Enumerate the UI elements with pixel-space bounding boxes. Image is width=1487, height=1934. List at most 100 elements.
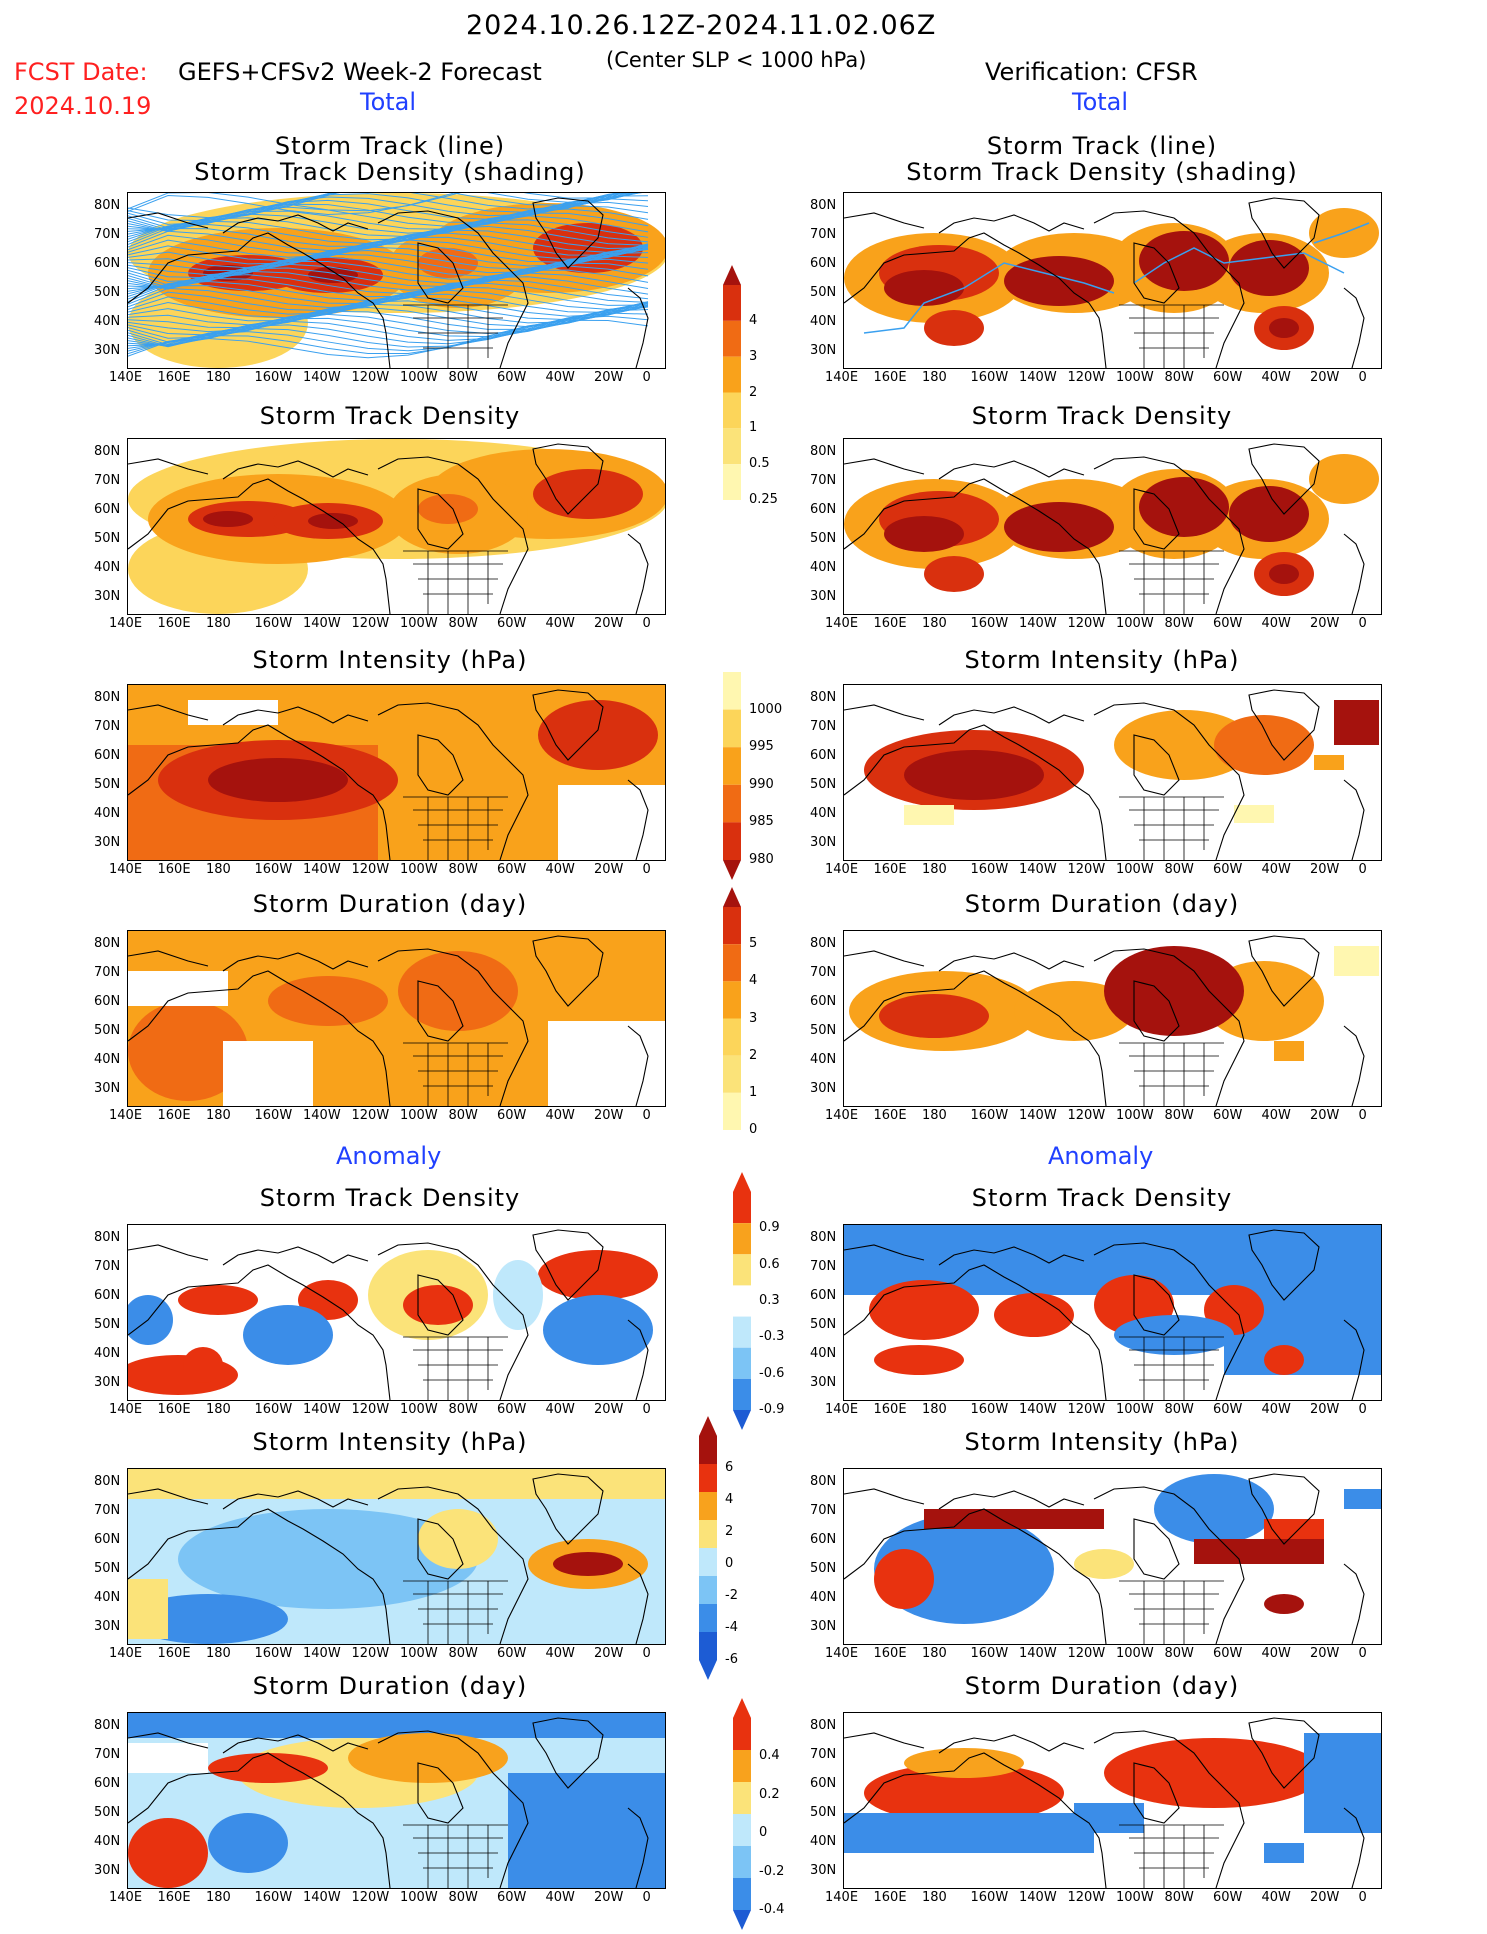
lat-label: 80N bbox=[94, 1718, 121, 1733]
intensity-total-map-right bbox=[843, 684, 1382, 861]
coastline-4 bbox=[532, 197, 604, 269]
shade-darkred bbox=[1004, 256, 1114, 306]
lon-label: 140W bbox=[303, 1646, 341, 1661]
coastline-4 bbox=[1248, 1473, 1320, 1545]
lon-label: 160E bbox=[157, 1890, 191, 1905]
coastline-1 bbox=[222, 1246, 369, 1266]
coastline-2 bbox=[1093, 948, 1245, 1106]
lon-label: 160E bbox=[873, 616, 907, 631]
lon-label: 60W bbox=[497, 370, 527, 385]
forecast-title: GEFS+CFSv2 Week-2 Forecast bbox=[178, 58, 542, 86]
lat-label: 80N bbox=[94, 1474, 121, 1489]
fill-darkred bbox=[904, 750, 1044, 800]
lon-label: 0 bbox=[1358, 370, 1367, 385]
lon-label: 180 bbox=[206, 370, 231, 385]
lat-label: 80N bbox=[94, 444, 121, 459]
storm-track-line bbox=[128, 215, 649, 255]
lat-label: 40N bbox=[810, 1052, 837, 1067]
colorbar-label: 0.3 bbox=[759, 1293, 780, 1308]
anom-red bbox=[208, 1753, 328, 1783]
coastline-5 bbox=[627, 287, 649, 368]
coastline-2 bbox=[377, 210, 529, 368]
fcst-date-value: 2024.10.19 bbox=[14, 92, 152, 120]
fill-orange-4 bbox=[1274, 1041, 1304, 1061]
colorbar-label: 1 bbox=[749, 1084, 758, 1100]
colorbar-segment bbox=[699, 1632, 717, 1660]
section-total-left: Total bbox=[360, 88, 417, 116]
lon-label: 60W bbox=[497, 1402, 527, 1417]
lat-label: 40N bbox=[810, 1834, 837, 1849]
colorbar-segment bbox=[733, 1378, 751, 1410]
state-borders bbox=[403, 1824, 508, 1888]
coastline-6 bbox=[844, 950, 925, 967]
lat-label: 60N bbox=[810, 1776, 837, 1791]
lat-label: 70N bbox=[94, 1259, 121, 1274]
arrow-bottom bbox=[723, 860, 741, 880]
colorbar-segment bbox=[699, 1520, 717, 1548]
lon-label: 0 bbox=[1358, 616, 1367, 631]
coastline-5 bbox=[1343, 1025, 1365, 1106]
title-anom-duration-left: Storm Duration (day) bbox=[252, 1672, 528, 1700]
lon-label: 60W bbox=[497, 1646, 527, 1661]
coastline-1 bbox=[938, 706, 1085, 726]
lat-label: 50N bbox=[810, 1023, 837, 1038]
lon-label: 40W bbox=[1261, 1890, 1291, 1905]
shade-darkred-5 bbox=[1269, 564, 1299, 584]
lat-label: 30N bbox=[94, 835, 121, 850]
lon-label: 100W bbox=[1116, 1402, 1154, 1417]
lat-label: 80N bbox=[810, 1718, 837, 1733]
colorbar-density-total bbox=[721, 265, 751, 524]
state-borders bbox=[1119, 796, 1224, 860]
lon-label: 0 bbox=[642, 1890, 651, 1905]
lon-label: 160E bbox=[873, 862, 907, 877]
lat-label: 70N bbox=[810, 1747, 837, 1762]
coastline-5 bbox=[627, 533, 649, 614]
storm-track-line bbox=[1313, 222, 1370, 244]
density-anom-map-right bbox=[843, 1224, 1382, 1401]
lon-label: 0 bbox=[1358, 1402, 1367, 1417]
lon-label: 140W bbox=[1019, 1402, 1057, 1417]
colorbar-segment bbox=[723, 784, 741, 823]
lon-label: 120W bbox=[1067, 1108, 1106, 1123]
lon-label: 100W bbox=[400, 616, 438, 631]
lon-label: 40W bbox=[545, 1646, 575, 1661]
fill-darkorange bbox=[1214, 715, 1314, 775]
lon-label: 160W bbox=[254, 1890, 293, 1905]
title-track-shading-left: Storm Track Density (shading) bbox=[194, 158, 586, 186]
coastline-0 bbox=[844, 232, 1107, 368]
anom-red-2 bbox=[874, 1549, 934, 1609]
lon-label: 180 bbox=[922, 616, 947, 631]
fill-darkorange-2 bbox=[398, 951, 518, 1031]
density-total-map-left bbox=[127, 438, 666, 615]
coastline-5 bbox=[1343, 533, 1365, 614]
coastline-3 bbox=[1133, 242, 1180, 304]
lon-label: 80W bbox=[448, 862, 478, 877]
coastline-5 bbox=[1343, 1563, 1365, 1644]
lon-label: 120W bbox=[1067, 616, 1106, 631]
coastline-1 bbox=[222, 460, 369, 480]
track-total-map-left bbox=[127, 192, 666, 369]
state-borders bbox=[1119, 304, 1224, 368]
shade-darkred-5 bbox=[1269, 318, 1299, 338]
lon-label: 180 bbox=[206, 616, 231, 631]
colorbar-label: -0.4 bbox=[759, 1902, 785, 1917]
fill-lightyellow bbox=[1334, 946, 1379, 976]
coastline-3 bbox=[417, 734, 464, 796]
colorbar-segment bbox=[733, 1347, 751, 1379]
state-borders bbox=[1119, 1042, 1224, 1106]
anom-darkred-3 bbox=[1264, 1594, 1304, 1614]
section-anomaly-right: Anomaly bbox=[1048, 1142, 1154, 1170]
coastline-2 bbox=[1093, 1730, 1245, 1888]
coastline-2 bbox=[377, 1242, 529, 1400]
colorbar-label: 4 bbox=[749, 973, 758, 989]
anom-red-6 bbox=[874, 1345, 964, 1375]
lon-label: 100W bbox=[1116, 1108, 1154, 1123]
coastline-4 bbox=[1248, 443, 1320, 515]
coastline-2 bbox=[1093, 456, 1245, 614]
lon-label: 160W bbox=[254, 370, 293, 385]
state-borders bbox=[403, 550, 508, 614]
anom-darkred-2 bbox=[1194, 1539, 1324, 1564]
anom-blue-3 bbox=[1344, 1489, 1381, 1509]
lat-label: 60N bbox=[94, 256, 121, 271]
lon-label: 60W bbox=[1213, 1890, 1243, 1905]
